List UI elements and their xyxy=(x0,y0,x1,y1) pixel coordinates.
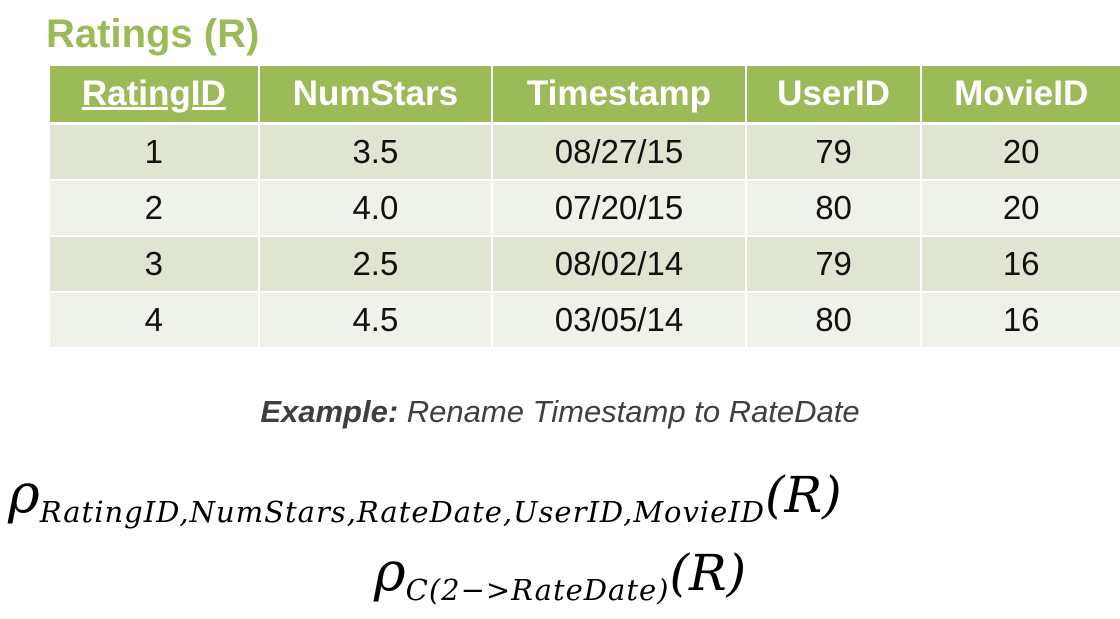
cell-timestamp: 08/27/15 xyxy=(492,123,747,181)
rho-symbol: ρ xyxy=(8,462,40,525)
cell-timestamp: 03/05/14 xyxy=(492,292,747,349)
rho-symbol: ρ xyxy=(373,540,406,603)
header-ratingid: RatingID xyxy=(50,66,260,125)
rename-formula-full: ρRatingID,NumStars,RateDate,UserID,Movie… xyxy=(8,462,842,529)
table-row: 4 4.5 03/05/14 80 16 xyxy=(50,292,1120,349)
cell-ratingid: 4 xyxy=(50,292,260,349)
example-text: Rename Timestamp to RateDate xyxy=(398,394,860,429)
cell-userid: 79 xyxy=(745,236,923,293)
cell-movieid: 20 xyxy=(921,180,1120,237)
cell-numstars: 3.5 xyxy=(258,123,494,181)
cell-ratingid: 1 xyxy=(50,123,260,181)
table-row: 3 2.5 08/02/14 79 16 xyxy=(50,236,1120,293)
cell-numstars: 4.0 xyxy=(258,180,494,237)
slide-title: Ratings (R) xyxy=(46,12,260,56)
cell-movieid: 16 xyxy=(921,292,1120,349)
formula-subscript: C(2−>RateDate) xyxy=(405,573,670,607)
cell-userid: 80 xyxy=(745,180,923,237)
example-caption: Example: Rename Timestamp to RateDate xyxy=(0,394,1120,430)
table-row: 1 3.5 08/27/15 79 20 xyxy=(50,123,1120,181)
example-label: Example: xyxy=(260,394,399,429)
formula-subscript: RatingID,NumStars,RateDate,UserID,MovieI… xyxy=(39,495,766,529)
table-header-row: RatingID NumStars Timestamp UserID Movie… xyxy=(50,66,1120,125)
cell-ratingid: 2 xyxy=(50,180,260,237)
cell-movieid: 20 xyxy=(921,123,1120,181)
cell-userid: 80 xyxy=(745,292,923,349)
header-timestamp: Timestamp xyxy=(492,66,747,125)
header-movieid: MovieID xyxy=(921,66,1120,125)
formula-argument: (R) xyxy=(765,466,842,524)
table-row: 2 4.0 07/20/15 80 20 xyxy=(50,180,1120,237)
header-numstars: NumStars xyxy=(258,66,494,125)
header-userid: UserID xyxy=(745,66,923,125)
cell-movieid: 16 xyxy=(921,236,1120,293)
cell-numstars: 4.5 xyxy=(258,292,494,349)
cell-timestamp: 08/02/14 xyxy=(492,236,747,293)
cell-timestamp: 07/20/15 xyxy=(492,180,747,237)
formula-argument: (R) xyxy=(669,544,747,602)
cell-userid: 79 xyxy=(745,123,923,181)
ratings-table: RatingID NumStars Timestamp UserID Movie… xyxy=(50,66,1120,349)
cell-numstars: 2.5 xyxy=(258,236,494,293)
cell-ratingid: 3 xyxy=(50,236,260,293)
rename-formula-positional: ρC(2−>RateDate)(R) xyxy=(0,540,1120,607)
